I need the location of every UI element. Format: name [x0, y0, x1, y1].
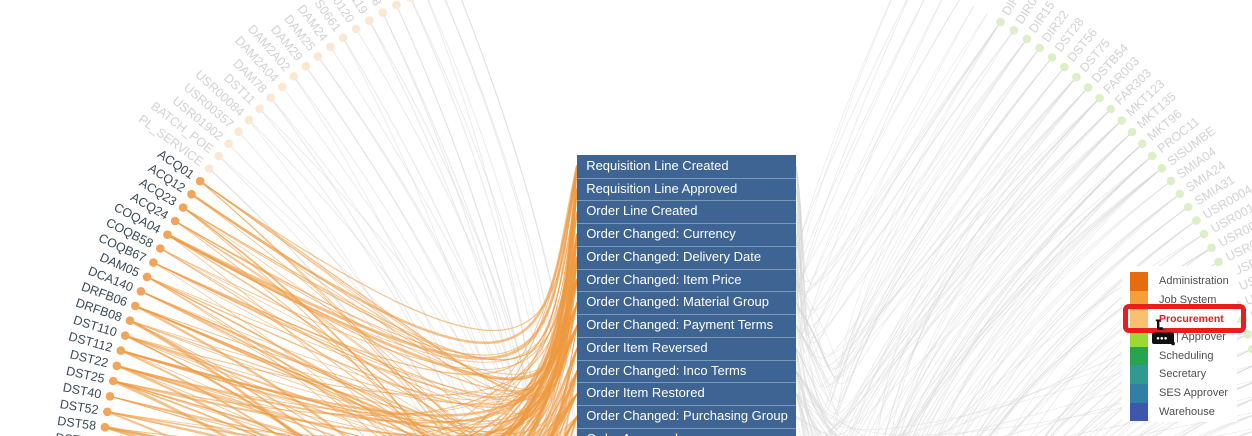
- svg-text:DST58: DST58: [57, 414, 97, 433]
- svg-text:DST55: DST55: [55, 431, 95, 436]
- svg-text:DST52: DST52: [59, 397, 100, 417]
